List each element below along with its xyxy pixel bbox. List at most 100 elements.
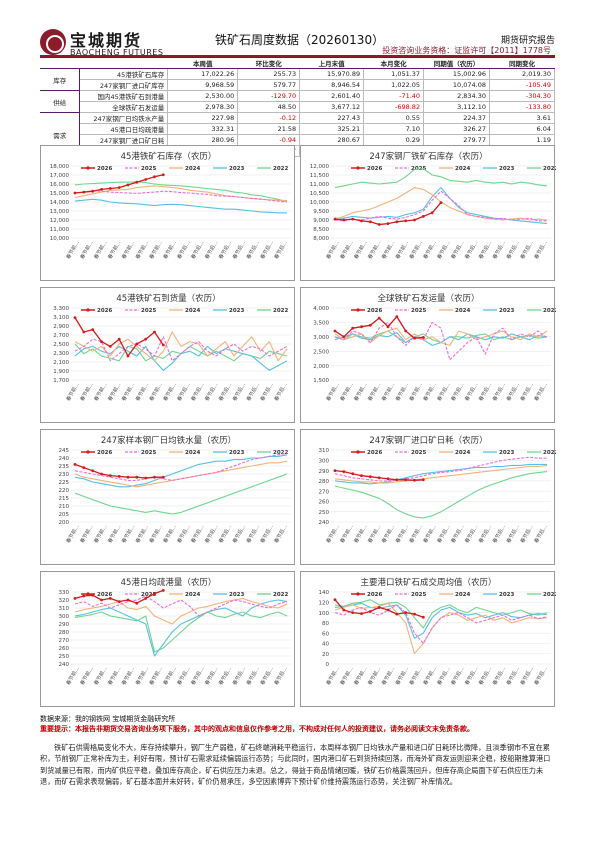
y-tick-label: 200 (59, 520, 70, 526)
x-tick-label: 春节前… (134, 382, 150, 403)
chart-title: 247家钢厂进口矿日耗（农历） (369, 435, 487, 446)
x-tick-label: 春节前… (380, 240, 396, 261)
data-point (368, 220, 372, 224)
y-tick-label: 10,500 (310, 191, 330, 197)
data-point (421, 615, 425, 619)
legend-marker (86, 308, 90, 312)
y-tick-label: 210 (59, 504, 70, 510)
legend-label: 2024 (185, 166, 200, 172)
cell-value: 227.43 (299, 112, 365, 124)
cell-value: -0.12 (237, 112, 301, 124)
y-tick-label: 2,500 (53, 342, 69, 348)
x-tick-label: 春节后… (189, 524, 205, 545)
legend-marker (86, 450, 90, 454)
x-tick-label: 春节后… (203, 240, 219, 261)
data-point (82, 466, 86, 469)
x-tick-label: 春节后… (533, 240, 549, 261)
x-tick-label: 春节后… (217, 240, 233, 261)
y-tick-label: 240 (59, 662, 70, 668)
data-point (342, 218, 346, 222)
data-point (153, 330, 156, 334)
legend-label: 2025 (411, 308, 426, 314)
summary-table: 本周值 环比变化 上月末值 本月变化 同期值（农历） 同期变化 库存 45港铁矿石… (40, 57, 555, 157)
chart-svg: 45港铁矿石库存（农历） 18,000 17,000 16,000 15,000 14,0… (50, 151, 291, 261)
y-tick-label: 240 (319, 520, 330, 526)
legend-label: 2023 (499, 592, 514, 598)
cell-value: -304.30 (489, 90, 555, 102)
data-point (153, 592, 156, 595)
x-tick-label: 春节前… (148, 240, 164, 261)
data-point (144, 476, 148, 480)
legend-marker (356, 166, 360, 170)
x-tick-label: 春节后… (245, 666, 261, 687)
cell-value: 3,112.10 (423, 101, 491, 113)
table-row: 需求 247家钢厂日均铁水产量 227.98 -0.12 227.43 0.55 224.3… (40, 112, 555, 157)
x-tick-label: 春节前… (148, 666, 164, 687)
x-tick-label: 春节前… (79, 382, 95, 403)
x-tick-label: 春节后… (273, 382, 289, 403)
x-tick-label: 春节后… (533, 382, 549, 403)
data-point (368, 475, 372, 479)
x-tick-label: 春节前… (65, 666, 81, 687)
y-tick-label: 9,000 (313, 218, 329, 224)
data-point (91, 189, 95, 193)
y-tick-label: 40 (322, 642, 329, 648)
legend-marker (356, 592, 360, 596)
x-tick-label: 春节前… (65, 524, 81, 545)
data-point (135, 601, 139, 605)
y-tick-label: 10,000 (50, 236, 70, 242)
series-line-2024 (74, 331, 288, 362)
x-tick-label: 春节前… (408, 382, 424, 403)
cell-value: 3,677.12 (299, 101, 365, 113)
table-row: 库存 45港铁矿石库存 17,022.26 255.73 15,970.89 1,051.… (40, 68, 555, 91)
data-point (117, 337, 121, 341)
y-tick-label: 14,000 (50, 200, 70, 206)
x-tick-label: 春节后… (505, 240, 521, 261)
y-tick-label: 3,500 (313, 321, 329, 327)
x-tick-label: 春节前… (339, 666, 355, 687)
y-tick-label: 20 (322, 652, 329, 658)
table-header-row: 本周值 环比变化 上月末值 本月变化 同期值（农历） 同期变化 (40, 57, 555, 69)
series-line-2026 (74, 317, 164, 357)
data-point (135, 342, 139, 346)
chart-title: 45港铁矿石库存（农历） (121, 151, 217, 162)
x-tick-label: 春节前… (162, 240, 178, 261)
table-row: 247家钢厂进口矿日耗 280.96 -0.94 280.67 0.29 279.77 1.… (40, 134, 555, 146)
x-tick-label: 春节前… (120, 240, 136, 261)
data-point (100, 598, 103, 602)
x-tick-label: 春节后… (245, 240, 261, 261)
legend-label: 2024 (455, 308, 470, 314)
x-tick-label: 春节前… (325, 240, 341, 261)
x-tick-label: 春节后… (189, 382, 205, 403)
x-tick-label: 春节前… (325, 382, 341, 403)
legend-label: 2022 (543, 166, 556, 172)
chart-svg: 主要港口铁矿石成交周均值（农历）140120100806040200春节前…春节… (319, 577, 557, 687)
data-point (404, 478, 408, 482)
y-tick-label: 18,000 (50, 164, 70, 170)
legend-label: 2026 (367, 166, 382, 172)
data-point (153, 475, 156, 479)
row-label: 45港口日均疏港量 (79, 123, 169, 135)
cell-value: 2,530.00 (167, 90, 239, 102)
data-point (144, 597, 148, 600)
chart-global-shipments: 全球铁矿石发运量（农历） 4,000 3,500 3,000 2,500 2,000 1,5… (300, 287, 556, 423)
x-tick-label: 春节前… (92, 240, 108, 261)
x-tick-label: 春节后… (189, 240, 205, 261)
x-tick-label: 春节后… (449, 382, 465, 403)
legend-marker (86, 166, 90, 170)
series-line-2024 (74, 460, 288, 488)
data-point (126, 183, 130, 187)
x-tick-label: 春节后… (491, 382, 507, 403)
chart-title: 45港日均疏港量（农历） (121, 577, 217, 588)
chart-svg: 247家样本钢厂日均铁水量（农历） 245 240 235 230 225 220 215 21… (59, 435, 291, 545)
legend-label: 2025 (411, 592, 426, 598)
x-tick-label: 春节后… (176, 382, 192, 403)
license-bar: 投资咨询业务资格：证监许可【2011】1778号 (40, 45, 555, 57)
series-line-2023 (335, 187, 548, 225)
x-tick-label: 春节前… (408, 666, 424, 687)
cell-value: 325.21 (299, 123, 365, 135)
legend-label: 2022 (543, 308, 556, 314)
chart-title: 247家钢厂铁矿石库存（农历） (369, 151, 487, 162)
table-row: 全球铁矿石发运量 2,978.30 48.50 3,677.12 -698.82 3,11… (40, 101, 555, 113)
legend-label: 2023 (499, 166, 514, 172)
